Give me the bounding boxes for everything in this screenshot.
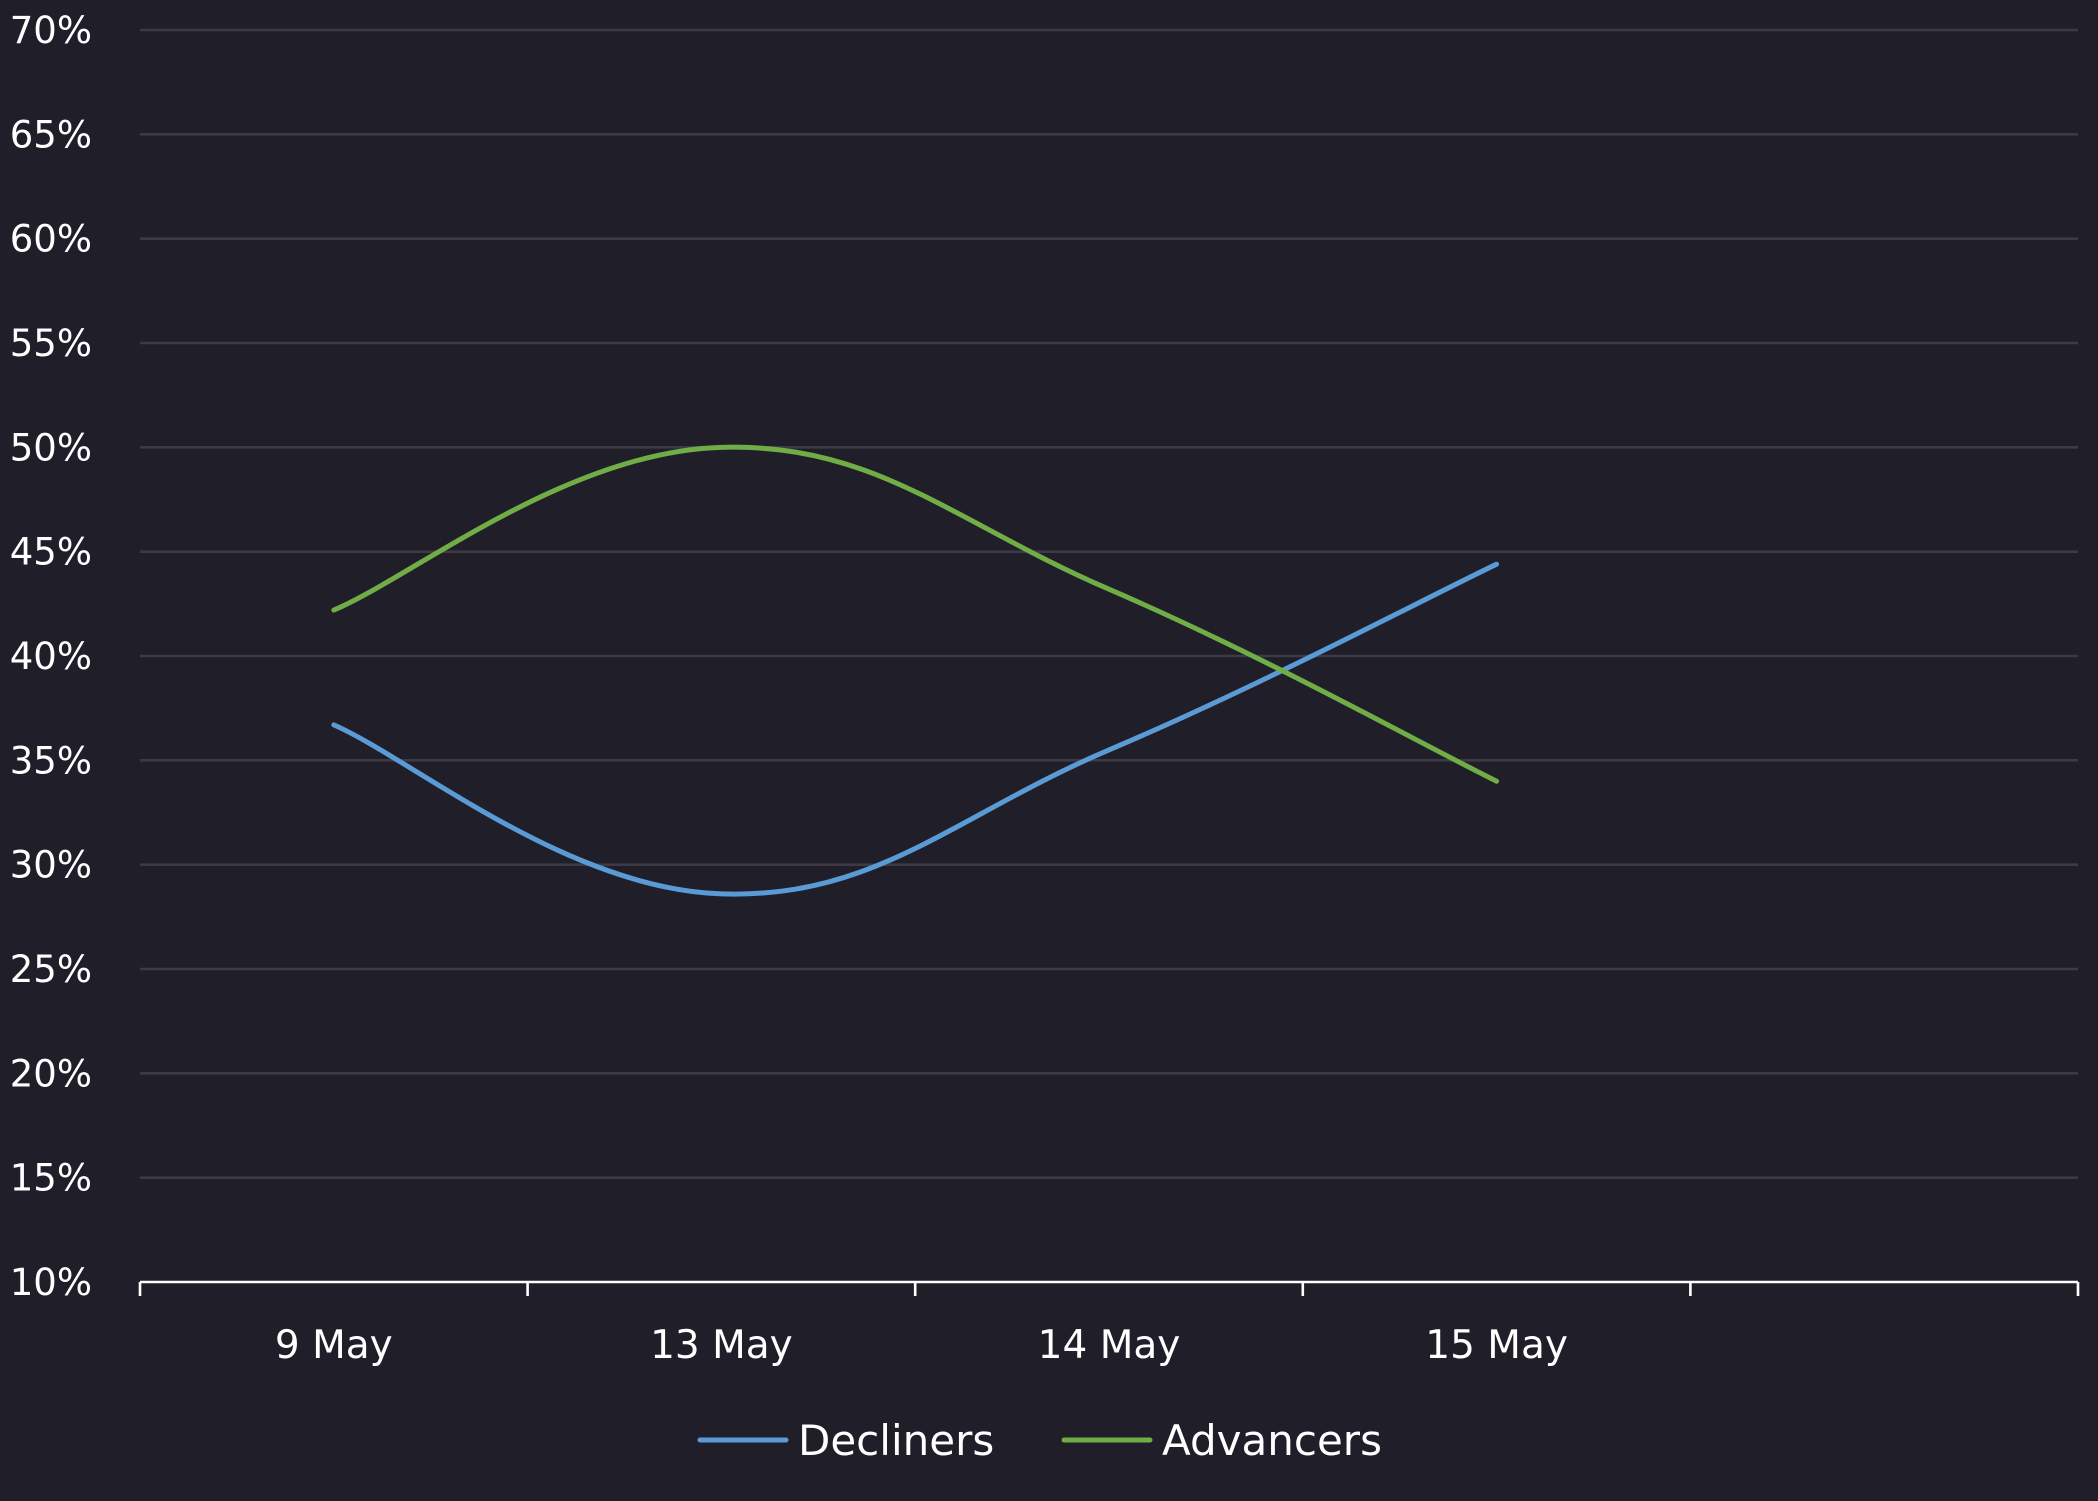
legend-label-advancers: Advancers — [1162, 1416, 1382, 1465]
y-tick-label: 45% — [10, 531, 92, 574]
legend: Decliners Advancers — [697, 1416, 1382, 1465]
x-axis-tick-labels: 9 May 13 May 14 May 15 May — [275, 1323, 1568, 1368]
y-tick-label: 50% — [10, 426, 92, 469]
x-axis — [138, 1280, 2080, 1296]
y-tick-label: 35% — [10, 739, 92, 782]
gridlines — [140, 28, 2078, 1179]
y-tick-label: 70% — [10, 9, 92, 52]
y-tick-label: 60% — [10, 218, 92, 261]
y-tick-label: 30% — [10, 844, 92, 887]
y-tick-label: 25% — [10, 948, 92, 991]
y-tick-label: 15% — [10, 1157, 92, 1200]
x-tick-label: 9 May — [275, 1323, 393, 1368]
y-tick-label: 20% — [10, 1052, 92, 1095]
series-lines — [331, 444, 1500, 897]
x-tick-label: 14 May — [1038, 1323, 1181, 1368]
y-tick-label: 10% — [10, 1261, 92, 1304]
series-line-advancers — [331, 444, 1500, 784]
y-tick-label: 55% — [10, 322, 92, 365]
series-line-decliners — [331, 561, 1500, 897]
y-tick-label: 65% — [10, 113, 92, 156]
legend-label-decliners: Decliners — [798, 1416, 994, 1465]
x-tick-label: 15 May — [1425, 1323, 1568, 1368]
y-tick-label: 40% — [10, 635, 92, 678]
y-axis-tick-labels: 10% 15% 20% 25% 30% 35% 40% 45% 50% 55% 60% 65% 70% — [10, 9, 92, 1304]
x-tick-label: 13 May — [650, 1323, 793, 1368]
